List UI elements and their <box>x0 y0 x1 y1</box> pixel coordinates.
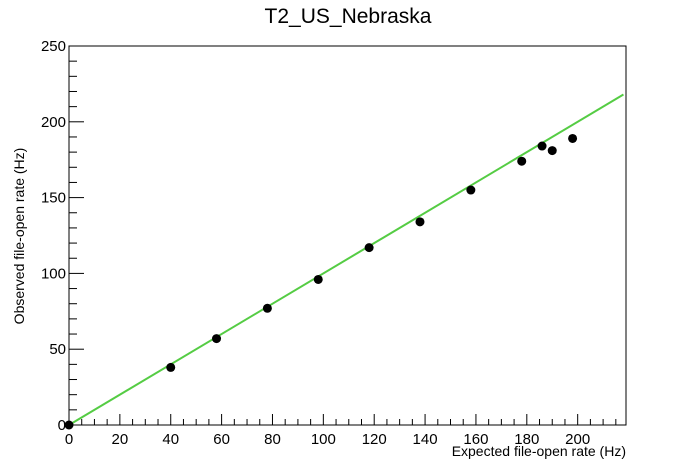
y-axis-title: Observed file-open rate (Hz) <box>11 148 27 325</box>
x-tick-label: 40 <box>162 431 179 448</box>
data-point <box>537 141 547 151</box>
y-tick-label: 250 <box>41 38 66 55</box>
data-point <box>262 303 272 313</box>
y-tick-label: 200 <box>41 114 66 131</box>
data-point <box>364 243 374 253</box>
data-point <box>415 217 425 227</box>
chart-title: T2_US_Nebraska <box>265 5 432 28</box>
data-point <box>64 420 74 430</box>
y-tick-label: 100 <box>41 265 66 282</box>
x-tick-label: 60 <box>213 431 230 448</box>
y-axis-ticks: 0 50 100 150 200 250 <box>41 38 84 434</box>
x-tick-label: 180 <box>514 431 539 448</box>
data-point <box>166 362 176 372</box>
data-point <box>212 334 222 344</box>
x-tick-label: 100 <box>311 431 336 448</box>
fit-line <box>68 93 624 426</box>
plot-marks <box>64 93 624 430</box>
data-point <box>568 133 578 143</box>
x-tick-label: 200 <box>565 431 590 448</box>
x-tick-label: 20 <box>112 431 129 448</box>
x-tick-label: 160 <box>463 431 488 448</box>
y-tick-label: 150 <box>41 190 66 207</box>
x-axis-ticks: 0 20 40 60 80 100 120 140 160 180 200 <box>65 414 617 448</box>
x-tick-label: 0 <box>65 431 73 448</box>
x-axis-title: Expected file-open rate (Hz) <box>452 443 626 459</box>
x-tick-label: 140 <box>413 431 438 448</box>
plot-frame <box>68 45 627 426</box>
y-tick-label: 50 <box>49 341 66 358</box>
data-point <box>547 146 557 156</box>
x-tick-label: 80 <box>264 431 281 448</box>
data-point <box>313 274 323 284</box>
data-point <box>466 185 476 195</box>
x-tick-label: 120 <box>362 431 387 448</box>
data-point <box>517 156 527 166</box>
y-tick-label: 0 <box>58 417 66 434</box>
